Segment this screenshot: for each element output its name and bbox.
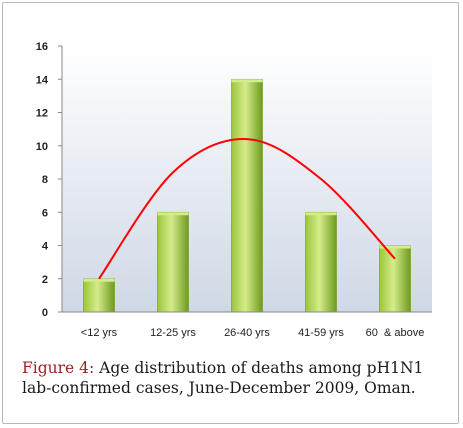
- y-tick-label: 10: [36, 141, 48, 153]
- x-tick-label: 60 & above: [366, 327, 425, 339]
- x-tick-label: 41-59 yrs: [298, 327, 344, 339]
- y-tick-label: 6: [42, 207, 48, 219]
- bar-top-highlight: [157, 212, 189, 216]
- bar-4: [305, 211, 337, 313]
- bar-top-highlight: [83, 278, 115, 282]
- bar-5: [379, 245, 411, 313]
- x-tick-label: 12-25 yrs: [150, 327, 196, 339]
- y-tick-label: 8: [42, 174, 48, 186]
- y-tick-label: 2: [42, 274, 48, 286]
- y-tick-label: 16: [36, 41, 48, 53]
- y-tick-label: 14: [36, 74, 49, 86]
- bar-chart: 0 2 4 6 8 10 12 14 16 <12 yrs 12-25 yrs 26-40 yrs 4…: [36, 41, 432, 339]
- bar-top-highlight: [379, 245, 411, 249]
- bar-top-highlight: [231, 79, 263, 83]
- y-tick-label: 4: [42, 241, 49, 253]
- y-tick-label: 0: [42, 307, 48, 319]
- caption-text: Age distribution of deaths among pH1N1 l…: [22, 359, 424, 397]
- x-tick-label: 26-40 yrs: [224, 327, 270, 339]
- bar-1: [83, 278, 115, 313]
- figure-label: Figure 4:: [22, 359, 95, 377]
- x-tick-label: <12 yrs: [81, 327, 118, 339]
- bar-top-highlight: [305, 212, 337, 216]
- figure-caption: Figure 4: Age distribution of deaths amo…: [22, 358, 442, 398]
- bar-2: [157, 211, 189, 313]
- trend-line: [98, 138, 396, 280]
- y-tick-label: 12: [36, 108, 48, 120]
- bar-3: [231, 78, 263, 313]
